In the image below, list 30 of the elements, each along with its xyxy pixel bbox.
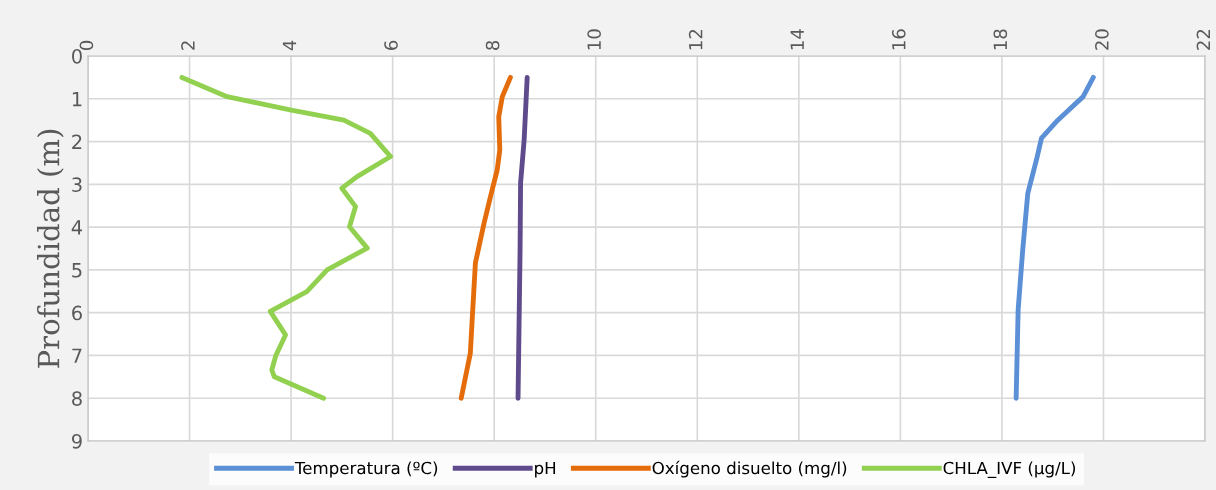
x-tick-label: 14: [790, 29, 804, 50]
y-tick-label: 4: [71, 220, 83, 235]
x-tick-label: 6: [384, 40, 398, 50]
line-series: [458, 74, 513, 401]
y-tick-label: 9: [71, 433, 82, 449]
x-tick-label: 16: [891, 29, 906, 50]
y-tick-label: 7: [72, 348, 82, 363]
legend-label: CHLA_IVF (µg/L): [943, 461, 1076, 478]
legend-label: Oxígeno disuelto (mg/l): [652, 460, 847, 478]
x-tick-label: 2: [181, 41, 195, 50]
y-tick-label: 2: [72, 134, 82, 149]
x-tick-label: 12: [688, 29, 703, 50]
legend-label: Temperatura (ºC): [294, 461, 438, 478]
x-tick-label: 18: [993, 29, 1008, 50]
x-tick-label: 0: [79, 40, 94, 50]
line-series: [179, 74, 394, 401]
legend-label: pH: [535, 461, 556, 478]
y-tick-label: 5: [72, 263, 82, 278]
y-tick-label: 8: [72, 391, 82, 406]
x-tick-label: 10: [587, 29, 601, 50]
y-tick-label: 1: [72, 91, 82, 107]
line-series: [1013, 74, 1096, 401]
y-tick-label: 3: [72, 177, 82, 192]
line-series: [515, 74, 530, 401]
x-tick-label: 22: [1196, 29, 1210, 50]
y-axis-title: Profundidad (m): [36, 129, 64, 368]
x-tick-label: 4: [282, 40, 297, 51]
x-tick-label: 20: [1095, 29, 1109, 50]
x-tick-label: 8: [485, 40, 500, 50]
y-tick-label: 6: [72, 305, 82, 321]
